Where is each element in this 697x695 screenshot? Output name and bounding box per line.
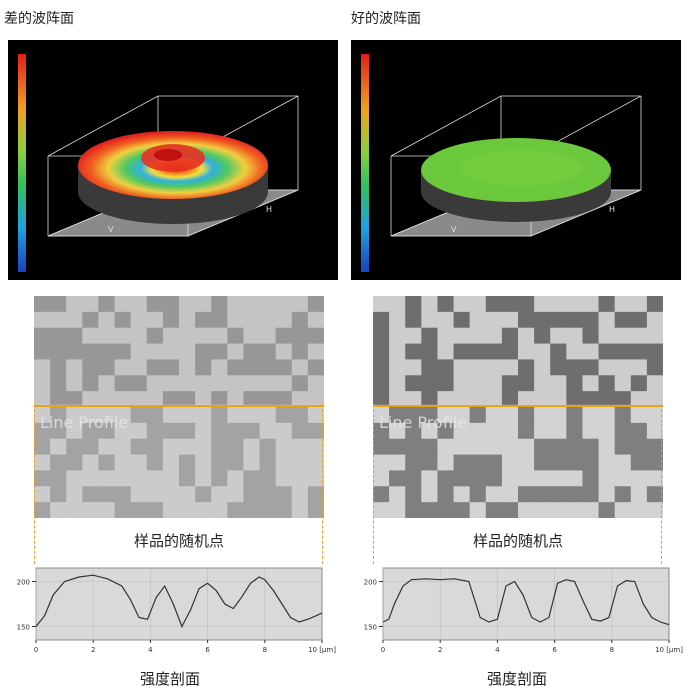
bad-wavefront-column: 差的波阵面 — [0, 0, 340, 695]
y-tick-label: 150 — [17, 624, 30, 632]
axis-h-label: H — [609, 205, 615, 214]
x-tick-label: 2 — [438, 646, 442, 654]
profile-guide-left — [34, 404, 35, 564]
profile-line — [373, 405, 663, 407]
x-tick-label: 0 — [34, 646, 38, 654]
bad-intensity-profile-chart: 150 200 0 2 4 6 8 10 [μm] — [0, 562, 340, 672]
x-tick-label: 10 [μm] — [655, 646, 683, 654]
profile-line — [34, 405, 324, 407]
profile-guide-left — [373, 404, 374, 564]
y-tick-label: 200 — [364, 579, 377, 587]
bad-sample-pattern-image: Line Profile — [34, 296, 324, 518]
axis-v-label: V — [108, 225, 114, 234]
x-tick-label: 6 — [205, 646, 210, 654]
good-profile-label: 强度剖面 — [486, 670, 547, 688]
x-tick-label: 8 — [610, 646, 614, 654]
line-profile-overlay-text: Line Profile — [40, 413, 128, 432]
line-profile-overlay-text: Line Profile — [379, 413, 467, 432]
profile-series-line — [35, 574, 323, 628]
good-wavefront-column: 好的波阵面 V — [347, 0, 687, 695]
good-wavefront-3d-image: V H — [351, 40, 681, 280]
x-tick-label: 4 — [495, 646, 500, 654]
x-tick-label: 10 [μm] — [308, 646, 336, 654]
axis-v-label: V — [451, 225, 457, 234]
x-tick-label: 4 — [148, 646, 153, 654]
x-tick-label: 2 — [91, 646, 95, 654]
good-intensity-profile-chart: 150 200 0 2 4 6 8 10 [μm] — [347, 562, 687, 672]
good-wavefront-title: 好的波阵面 — [351, 11, 421, 27]
profile-guide-right — [322, 404, 323, 564]
bad-sample-label: 样品的随机点 — [133, 532, 224, 550]
good-sample-pattern-image: Line Profile — [373, 296, 663, 518]
x-tick-label: 6 — [552, 646, 557, 654]
axis-h-label: H — [266, 205, 272, 214]
y-tick-label: 150 — [364, 624, 377, 632]
x-tick-label: 0 — [381, 646, 385, 654]
good-sample-label: 样品的随机点 — [472, 532, 563, 550]
plot-area — [35, 567, 323, 641]
y-tick-label: 200 — [17, 579, 30, 587]
bad-wavefront-3d-image: V H — [8, 40, 338, 280]
x-tick-label: 8 — [263, 646, 267, 654]
profile-series-line — [382, 578, 670, 626]
bad-profile-label: 强度剖面 — [139, 670, 200, 688]
bad-wavefront-title: 差的波阵面 — [4, 11, 74, 27]
profile-guide-right — [661, 404, 662, 564]
